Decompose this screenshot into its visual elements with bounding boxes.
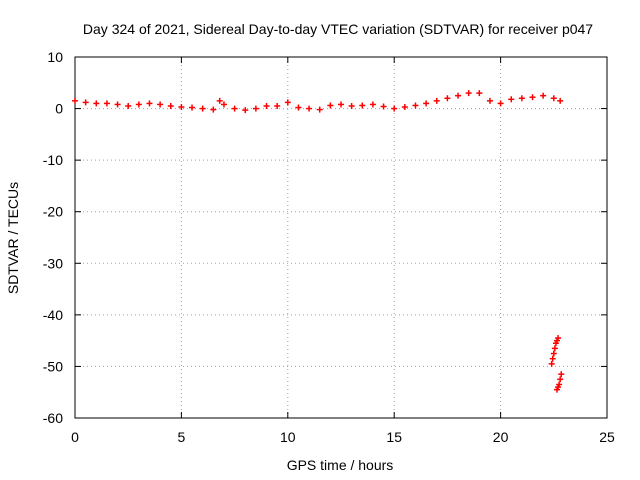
data-point <box>529 94 536 101</box>
y-tick-label: 0 <box>55 101 63 117</box>
x-tick-label: 20 <box>493 429 509 445</box>
data-point <box>252 105 259 112</box>
data-point <box>476 90 483 97</box>
data-point <box>284 99 291 106</box>
data-point <box>167 102 174 109</box>
data-point <box>93 100 100 107</box>
data-point <box>391 105 398 112</box>
data-point <box>369 101 376 108</box>
data-point <box>540 92 547 99</box>
x-tick-label: 10 <box>280 429 296 445</box>
data-point <box>486 97 493 104</box>
data-point <box>135 101 142 108</box>
x-tick-label: 25 <box>599 429 615 445</box>
data-point <box>558 371 565 378</box>
data-point <box>556 381 563 388</box>
x-axis-label: GPS time / hours <box>287 457 394 473</box>
data-point <box>508 96 515 103</box>
y-axis-label: SDTVAR / TECUs <box>5 182 21 294</box>
data-point <box>455 92 462 99</box>
data-point <box>338 101 344 108</box>
data-point <box>550 350 557 357</box>
grid-layer <box>75 57 607 418</box>
data-point <box>557 376 564 383</box>
data-point <box>465 90 472 97</box>
data-point <box>263 102 270 109</box>
data-point <box>231 105 238 112</box>
data-point <box>359 102 366 109</box>
data-point <box>348 102 355 109</box>
data-point <box>380 103 387 110</box>
data-point <box>557 97 564 104</box>
data-point <box>423 100 430 107</box>
data-point <box>549 355 556 362</box>
data-point <box>548 360 555 367</box>
data-point <box>146 100 153 107</box>
data-point <box>242 107 249 114</box>
tick-layer: 0 5 10 15 20 25 10 0 -10 -20 -30 -40 -50 -60 <box>43 49 615 445</box>
data-point <box>306 105 313 112</box>
data-point <box>220 101 227 108</box>
chart-title: Day 324 of 2021, Sidereal Day-to-day VTE… <box>83 21 593 37</box>
y-tick-label: 10 <box>47 49 63 65</box>
data-point <box>555 335 562 342</box>
data-point <box>316 106 323 113</box>
data-point <box>125 102 132 109</box>
data-point <box>82 99 89 106</box>
data-point <box>274 102 281 109</box>
data-point <box>210 106 217 113</box>
data-point <box>551 345 558 352</box>
x-tick-label: 5 <box>178 429 186 445</box>
y-tick-label: -40 <box>43 307 63 323</box>
data-point <box>72 97 78 104</box>
x-tick-label: 0 <box>71 429 79 445</box>
data-point <box>433 97 440 104</box>
plot-frame <box>74 56 608 419</box>
data-point <box>157 101 164 108</box>
data-point <box>114 101 121 108</box>
y-tick-label: -50 <box>43 358 63 374</box>
data-point <box>199 105 206 112</box>
data-point <box>189 104 196 111</box>
data-point <box>550 95 557 102</box>
data-point <box>216 97 223 104</box>
x-tick-label: 15 <box>386 429 402 445</box>
data-point <box>412 102 419 109</box>
data-point <box>178 104 185 111</box>
data-point <box>497 100 504 107</box>
y-tick-label: -60 <box>43 410 63 426</box>
data-point <box>518 95 525 102</box>
y-tick-label: -10 <box>43 152 63 168</box>
data-point <box>444 95 451 102</box>
y-tick-label: -30 <box>43 255 63 271</box>
marker-layer <box>72 90 565 393</box>
data-point <box>401 104 408 111</box>
data-point <box>295 104 302 111</box>
data-point <box>327 102 334 109</box>
y-tick-label: -20 <box>43 204 63 220</box>
data-point <box>103 100 110 107</box>
